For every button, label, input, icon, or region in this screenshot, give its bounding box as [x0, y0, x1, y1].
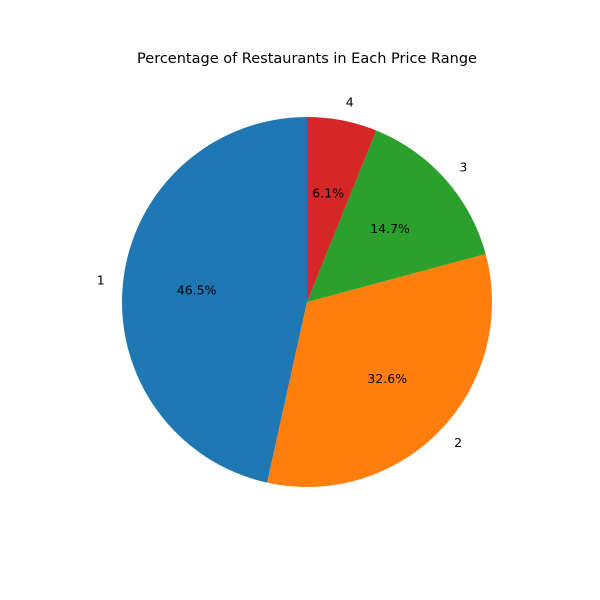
percent-label-1: 46.5%	[177, 282, 217, 297]
slice-label-1: 1	[97, 272, 105, 287]
percent-label-3: 14.7%	[370, 221, 410, 236]
pie-slices	[122, 117, 493, 487]
percent-label-2: 32.6%	[367, 371, 407, 386]
pie-slice-4	[307, 117, 377, 302]
pie-slice-1	[122, 117, 307, 483]
pie-labels: 1 46.5% 2 32.6% 3 14.7% 4 6.1%	[97, 95, 468, 450]
pie-slice-2	[267, 253, 493, 487]
chart-title: Percentage of Restaurants in Each Price …	[137, 51, 477, 67]
percent-label-4: 6.1%	[312, 186, 344, 201]
slice-label-4: 4	[346, 95, 354, 110]
pie-slice-3	[307, 130, 486, 302]
slice-label-3: 3	[459, 160, 467, 175]
slice-label-2: 2	[454, 435, 462, 450]
